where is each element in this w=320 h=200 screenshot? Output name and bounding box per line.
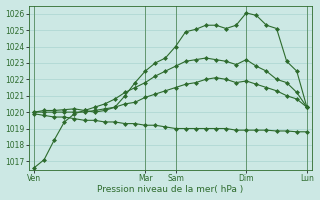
X-axis label: Pression niveau de la mer( hPa ): Pression niveau de la mer( hPa ) — [97, 185, 244, 194]
